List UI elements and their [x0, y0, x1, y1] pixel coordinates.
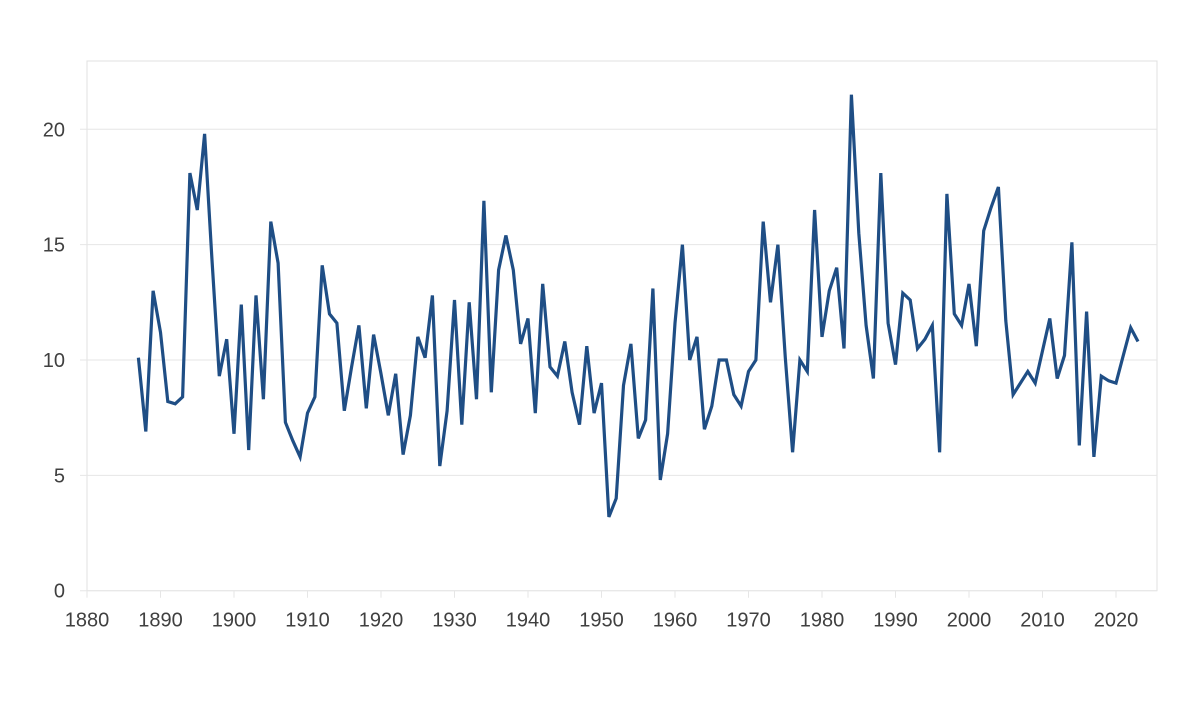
data-series-line — [136, 94, 1140, 518]
x-tick-label: 2020 — [1094, 610, 1139, 632]
y-axis-tick-labels: 0 5 10 15 20 — [43, 119, 65, 602]
y-tick-label: 0 — [54, 581, 65, 603]
y-tick-label: 15 — [43, 235, 65, 257]
x-tick-label: 1970 — [726, 610, 771, 632]
x-tick-label: 1930 — [432, 610, 477, 632]
x-tick-label: 2000 — [947, 610, 992, 632]
x-tick-label: 1980 — [800, 610, 845, 632]
y-tick-label: 5 — [54, 465, 65, 487]
x-tick-label: 2010 — [1020, 610, 1065, 632]
x-tick-label: 1990 — [873, 610, 918, 632]
x-tick-label: 1920 — [359, 610, 404, 632]
y-tick-label: 10 — [43, 350, 65, 372]
x-tick-label: 1940 — [506, 610, 551, 632]
x-tick-label: 1890 — [138, 610, 183, 632]
x-axis-ticks — [86, 590, 1117, 598]
x-axis-tick-labels: 1880 1890 1900 1910 1920 1930 1940 1950 1960 1970… — [65, 610, 1139, 632]
x-tick-label: 1910 — [285, 610, 330, 632]
x-tick-label: 1900 — [212, 610, 257, 632]
y-tick-label: 20 — [43, 119, 65, 141]
plot-border — [86, 60, 1158, 592]
x-tick-label: 1880 — [65, 610, 110, 632]
x-tick-label: 1960 — [653, 610, 698, 632]
x-tick-label: 1950 — [579, 610, 624, 632]
